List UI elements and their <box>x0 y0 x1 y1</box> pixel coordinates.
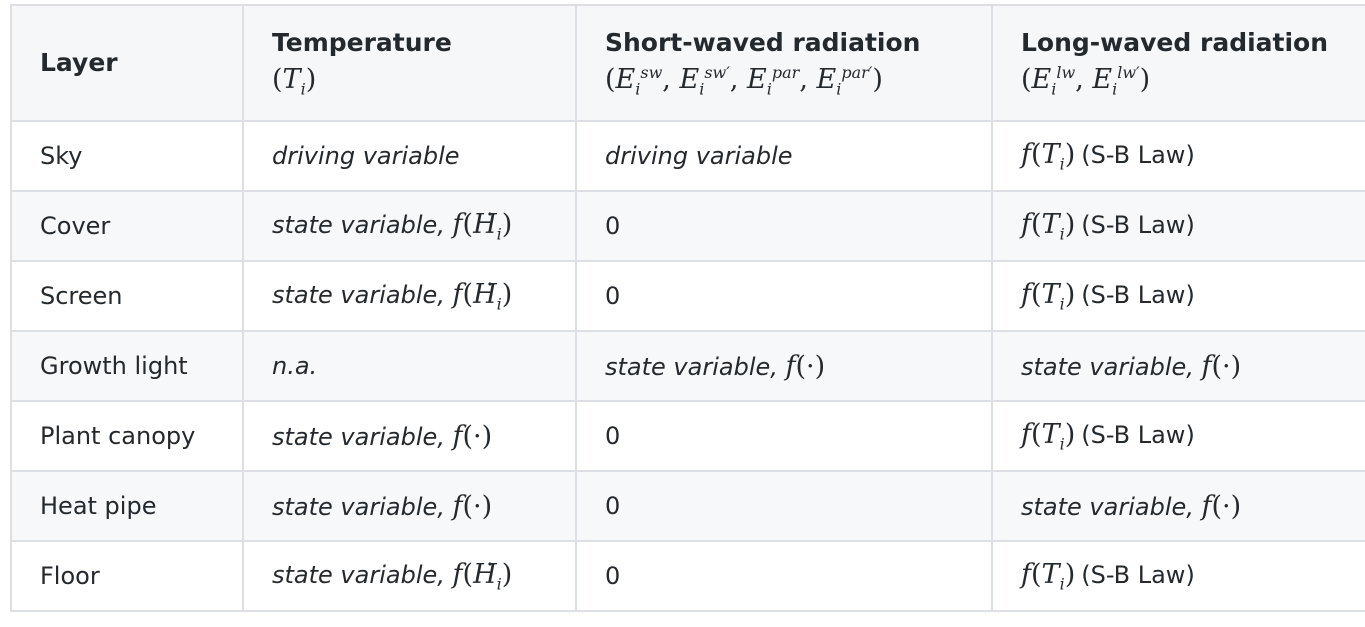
cell-short-wave: state variable, f(·) <box>575 330 993 402</box>
header-layer: Layer <box>10 4 244 122</box>
header-short-wave-label: Short-waved radiation <box>605 28 921 58</box>
cell-long-wave: f(Ti) (S-B Law) <box>991 120 1365 192</box>
table-row: Growth light n.a. state variable, f(·) stat… <box>10 330 1365 402</box>
cell-short-wave: 0 <box>575 190 993 262</box>
table-body: Sky driving variable driving variable f(Ti)… <box>10 120 1365 612</box>
header-long-wave-label: Long-waved radiation <box>1021 28 1329 58</box>
cell-long-wave: f(Ti) (S-B Law) <box>991 400 1365 472</box>
cell-long-wave: state variable, f(·) <box>991 330 1365 402</box>
table-header: Layer Temperature (Ti) Short-waved radia… <box>10 4 1365 122</box>
cell-short-wave: 0 <box>575 260 993 332</box>
header-long-wave: Long-waved radiation (Eilw, Eilw′) <box>991 4 1365 122</box>
cell-layer: Floor <box>10 540 244 612</box>
cell-temperature: state variable, f(Ḣi) <box>242 540 577 612</box>
header-short-wave-symbol: (Eisw, Eisw′, Eipar, Eipar′) <box>605 62 883 99</box>
cell-layer: Screen <box>10 260 244 332</box>
cell-layer: Growth light <box>10 330 244 402</box>
header-temperature-label: Temperature <box>272 28 452 58</box>
cell-long-wave: f(Ti) (S-B Law) <box>991 190 1365 262</box>
cell-short-wave: 0 <box>575 470 993 542</box>
cell-long-wave: state variable, f(·) <box>991 470 1365 542</box>
header-row: Layer Temperature (Ti) Short-waved radia… <box>10 4 1365 122</box>
cell-temperature: n.a. <box>242 330 577 402</box>
cell-short-wave: 0 <box>575 400 993 472</box>
cell-temperature: state variable, f(·) <box>242 400 577 472</box>
cell-temperature: state variable, f(Ḣi) <box>242 190 577 262</box>
header-layer-label: Layer <box>40 48 118 78</box>
cell-layer: Sky <box>10 120 244 192</box>
header-short-wave: Short-waved radiation (Eisw, Eisw′, Eipa… <box>575 4 993 122</box>
cell-layer: Plant canopy <box>10 400 244 472</box>
cell-temperature: state variable, f(Ḣi) <box>242 260 577 332</box>
header-temperature: Temperature (Ti) <box>242 4 577 122</box>
table-row: Sky driving variable driving variable f(Ti)… <box>10 120 1365 192</box>
cell-temperature: driving variable <box>242 120 577 192</box>
layers-table: Layer Temperature (Ti) Short-waved radia… <box>10 4 1365 612</box>
header-temperature-symbol: (Ti) <box>272 63 317 99</box>
header-long-wave-symbol: (Eilw, Eilw′) <box>1021 62 1151 99</box>
cell-temperature: state variable, f(·) <box>242 470 577 542</box>
cell-short-wave: driving variable <box>575 120 993 192</box>
cell-long-wave: f(Ti) (S-B Law) <box>991 540 1365 612</box>
cell-short-wave: 0 <box>575 540 993 612</box>
table-row: Heat pipe state variable, f(·) 0 state vari… <box>10 470 1365 542</box>
cell-layer: Cover <box>10 190 244 262</box>
cell-long-wave: f(Ti) (S-B Law) <box>991 260 1365 332</box>
cell-layer: Heat pipe <box>10 470 244 542</box>
table-row: Plant canopy state variable, f(·) 0 f(Ti) (S… <box>10 400 1365 472</box>
